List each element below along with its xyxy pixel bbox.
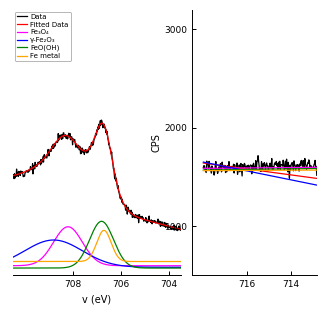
- Fe₃O₄: [11, 264, 15, 268]
- γ-Fe₂O₃: [52, 238, 56, 242]
- Data: [100, 118, 104, 122]
- Fe₃O₄: [179, 264, 183, 268]
- Fe metal: [179, 260, 183, 263]
- Fitted Data: [11, 174, 15, 178]
- FeO(OH): [66, 265, 69, 269]
- FeO(OH): [132, 265, 136, 269]
- FeO(OH): [11, 266, 15, 270]
- Fe₃O₄: [31, 262, 35, 266]
- Line: Fe₃O₄: Fe₃O₄: [13, 227, 181, 266]
- Fe metal: [77, 260, 81, 263]
- Fitted Data: [132, 214, 136, 218]
- Data: [132, 215, 136, 219]
- Fe₃O₄: [133, 264, 137, 268]
- Fe₃O₄: [132, 264, 136, 268]
- Fe metal: [11, 260, 15, 263]
- Fitted Data: [133, 214, 137, 218]
- Fitted Data: [117, 189, 121, 193]
- Fe metal: [102, 228, 106, 232]
- Fitted Data: [31, 166, 35, 170]
- Data: [77, 148, 81, 152]
- Line: FeO(OH): FeO(OH): [13, 221, 181, 268]
- Fe₃O₄: [117, 264, 121, 268]
- FeO(OH): [100, 220, 104, 223]
- Data: [133, 214, 137, 218]
- γ-Fe₂O₃: [132, 265, 136, 269]
- γ-Fe₂O₃: [66, 241, 70, 245]
- FeO(OH): [133, 265, 137, 269]
- FeO(OH): [179, 266, 183, 270]
- Fitted Data: [100, 121, 104, 125]
- Data: [66, 137, 69, 141]
- Fitted Data: [66, 134, 69, 138]
- Fe metal: [31, 260, 35, 263]
- Fitted Data: [77, 146, 81, 149]
- γ-Fe₂O₃: [78, 247, 82, 251]
- Data: [11, 173, 15, 177]
- Data: [179, 228, 183, 231]
- Line: γ-Fe₂O₃: γ-Fe₂O₃: [13, 240, 181, 267]
- X-axis label: v (eV): v (eV): [82, 295, 111, 305]
- γ-Fe₂O₃: [31, 244, 35, 248]
- Line: Data: Data: [13, 120, 181, 231]
- Data: [117, 190, 121, 194]
- Fe₃O₄: [66, 225, 69, 229]
- Data: [175, 229, 179, 233]
- γ-Fe₂O₃: [11, 255, 15, 259]
- γ-Fe₂O₃: [117, 263, 121, 267]
- Legend: Data, Fitted Data, Fe₃O₄, γ-Fe₂O₃, FeO(OH), Fe metal: Data, Fitted Data, Fe₃O₄, γ-Fe₂O₃, FeO(O…: [15, 12, 71, 61]
- Fe metal: [66, 260, 69, 263]
- Fitted Data: [179, 228, 183, 231]
- γ-Fe₂O₃: [179, 265, 183, 269]
- γ-Fe₂O₃: [133, 265, 137, 269]
- FeO(OH): [117, 250, 121, 253]
- Fe₃O₄: [66, 225, 70, 229]
- Line: Fitted Data: Fitted Data: [13, 123, 181, 229]
- Fe metal: [133, 260, 137, 263]
- Fe metal: [117, 256, 121, 260]
- Fe₃O₄: [78, 236, 82, 240]
- FeO(OH): [77, 258, 81, 262]
- Fe metal: [132, 260, 136, 263]
- Data: [31, 172, 35, 176]
- Line: Fe metal: Fe metal: [13, 230, 181, 261]
- Y-axis label: CPS: CPS: [152, 133, 162, 152]
- FeO(OH): [31, 266, 35, 270]
